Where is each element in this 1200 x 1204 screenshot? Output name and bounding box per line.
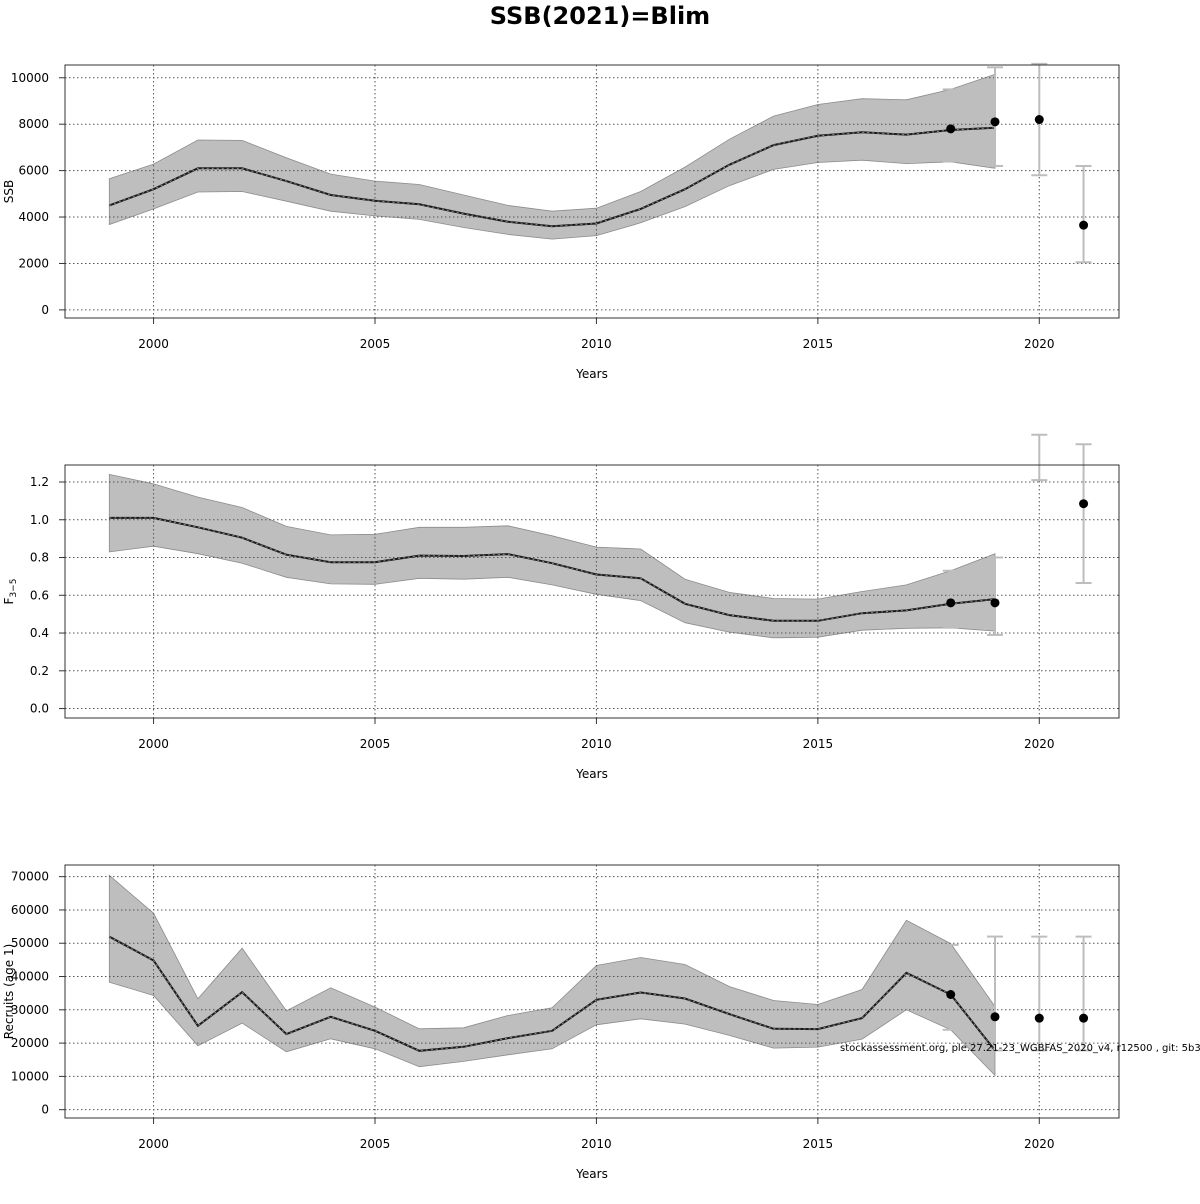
- x-tick-label: 2005: [360, 1137, 391, 1151]
- data-point: [990, 117, 1000, 127]
- x-tick-label: 2000: [138, 337, 169, 351]
- x-axis-label: Years: [575, 767, 608, 781]
- y-tick-label: 70000: [11, 870, 49, 884]
- y-tick-label: 0.8: [30, 551, 49, 565]
- x-tick-label: 2005: [360, 737, 391, 751]
- x-tick-label: 2000: [138, 1137, 169, 1151]
- y-tick-label: 0: [41, 1103, 49, 1117]
- y-tick-label: 2000: [18, 256, 49, 270]
- y-tick-label: 40000: [11, 970, 49, 984]
- x-axis-label: Years: [575, 367, 608, 381]
- y-tick-label: 0.6: [30, 588, 49, 602]
- x-tick-label: 2015: [803, 337, 834, 351]
- y-tick-label: 6000: [18, 164, 49, 178]
- x-tick-label: 2015: [803, 737, 834, 751]
- fishing-mortality-panel: 2000 2005 2010 2015 2020 0.0 0.2 0.4 0.6 0.8 1.0 1.…: [2, 433, 1120, 781]
- y-tick-label: 30000: [11, 1003, 49, 1017]
- estimate-line-dots: [109, 517, 996, 622]
- y-tick-label: 0.2: [30, 664, 49, 678]
- x-tick-label: 2015: [803, 1137, 834, 1151]
- plot-area: [65, 465, 1119, 718]
- confidence-band: [108, 874, 996, 1077]
- y-tick-label: 0: [41, 303, 49, 317]
- y-tick-label: 60000: [11, 903, 49, 917]
- y-tick-label: 50000: [11, 936, 49, 950]
- data-point: [946, 124, 956, 134]
- data-point: [1079, 220, 1089, 230]
- data-point: [990, 1012, 1000, 1022]
- recruitment-panel: 2000 2005 2010 2015 2020 0 10000 20000 30000 4000…: [2, 864, 1120, 1181]
- y-tick-label: 8000: [18, 117, 49, 131]
- x-tick-label: 2005: [360, 337, 391, 351]
- x-tick-label: 2010: [581, 337, 612, 351]
- y-tick-label: 1.2: [30, 475, 49, 489]
- y-axis-label: F3−5: [2, 579, 19, 605]
- estimate-line-dots: [109, 936, 996, 1052]
- data-point: [990, 598, 1000, 608]
- y-tick-label: 4000: [18, 210, 49, 224]
- data-point: [1034, 115, 1044, 125]
- data-point: [946, 598, 956, 608]
- y-tick-label: 10000: [11, 1069, 49, 1083]
- confidence-band: [108, 73, 996, 240]
- chart-title: SSB(2021)=Blim: [489, 2, 711, 30]
- y-tick-label: 0.4: [30, 626, 49, 640]
- data-point: [946, 989, 956, 999]
- x-axis-label: Years: [575, 1167, 608, 1181]
- estimate-line-dots: [109, 127, 996, 227]
- data-point: [1079, 499, 1089, 509]
- plot-frame: [64, 864, 1120, 1119]
- y-tick-label: 20000: [11, 1036, 49, 1050]
- y-tick-label: 0.0: [30, 702, 49, 716]
- x-tick-label: 2020: [1024, 1137, 1055, 1151]
- plot-frame: [64, 464, 1120, 719]
- x-tick-label: 2020: [1024, 737, 1055, 751]
- y-axis-label: Recruits (age 1): [2, 944, 16, 1040]
- y-tick-label: 10000: [11, 71, 49, 85]
- x-tick-label: 2000: [138, 737, 169, 751]
- x-tick-label: 2010: [581, 737, 612, 751]
- plot-frame: [64, 64, 1120, 319]
- plot-area: [65, 65, 1119, 318]
- footnote: stockassessment.org, ple.27.21-23_WGBFAS…: [840, 1043, 1200, 1054]
- data-point: [1034, 1013, 1044, 1023]
- plot-area: [65, 865, 1119, 1118]
- y-axis-label: SSB: [2, 180, 16, 203]
- ssb-panel: 2000 2005 2010 2015 2020 0 2000 4000 6000 8000 100…: [2, 62, 1120, 381]
- x-tick-label: 2010: [581, 1137, 612, 1151]
- y-tick-label: 1.0: [30, 513, 49, 527]
- data-point: [1079, 1013, 1089, 1023]
- x-tick-label: 2020: [1024, 337, 1055, 351]
